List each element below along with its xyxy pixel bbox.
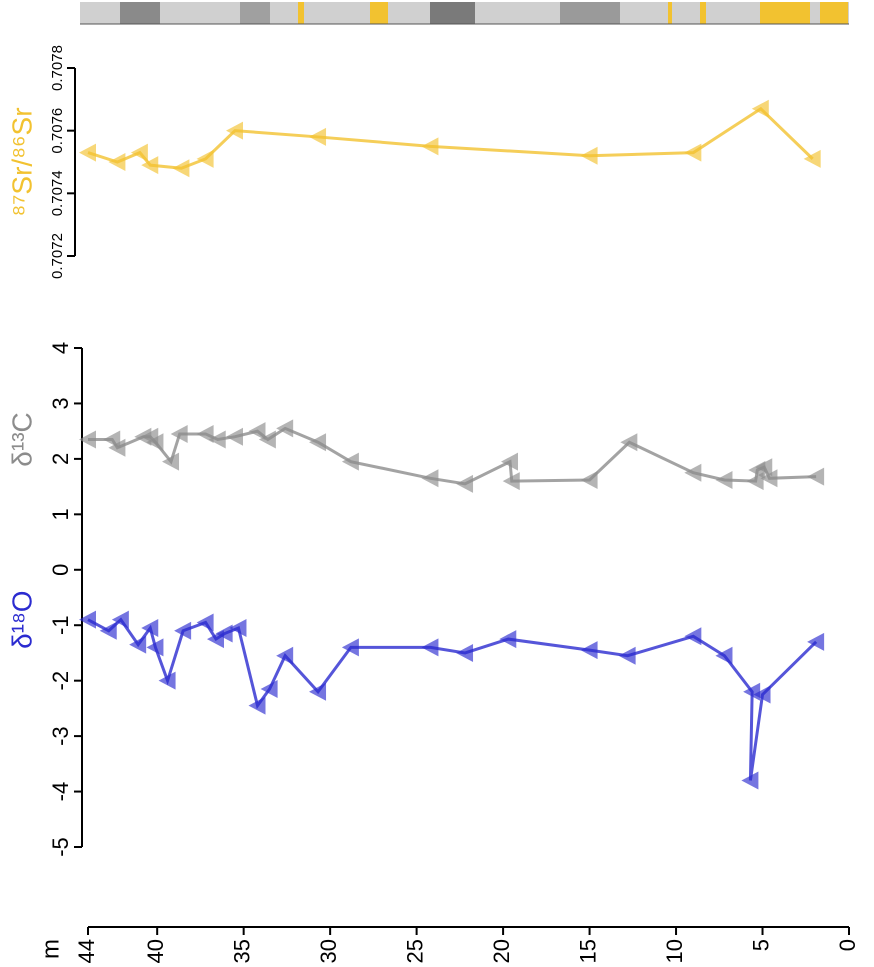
marker	[129, 636, 146, 654]
marker	[100, 622, 117, 640]
x-tick-label: 30	[316, 939, 341, 963]
marker	[456, 475, 473, 493]
marker	[456, 644, 473, 662]
marker	[141, 619, 158, 637]
y-tick-label: 2	[48, 453, 73, 465]
marker	[276, 419, 293, 437]
marker	[197, 613, 214, 631]
y-tick-label: 0.7072	[49, 233, 66, 279]
marker	[309, 433, 326, 451]
marker	[752, 100, 769, 118]
series-line	[88, 109, 813, 169]
x-tick-label: 15	[575, 939, 600, 963]
y-tick-label: 0	[48, 564, 73, 576]
y-tick-label: -2	[48, 671, 73, 691]
core-strip	[80, 2, 849, 24]
chart: 0.7072 0.7074 0.7076 0.7078 ⁸⁷Sr/⁸⁶Sr -5 -4 -3 -…	[0, 0, 874, 967]
marker	[309, 128, 326, 146]
marker	[581, 641, 598, 659]
marker	[684, 627, 701, 645]
series-line	[88, 620, 816, 781]
y-tick-label: 0.7076	[49, 108, 66, 154]
y-tick-label: -4	[48, 782, 73, 802]
marker	[684, 464, 701, 482]
y-tick-label: 3	[48, 397, 73, 409]
y-tick-label: -3	[48, 726, 73, 746]
marker	[261, 680, 278, 698]
marker	[619, 647, 636, 665]
marker	[715, 471, 732, 489]
marker	[276, 647, 293, 665]
marker	[159, 672, 176, 690]
marker	[108, 153, 125, 171]
marker	[342, 453, 359, 471]
marker	[131, 144, 148, 162]
marker	[684, 144, 701, 162]
y-tick-label: 0.7074	[49, 170, 66, 216]
y-tick-label: 1	[48, 508, 73, 520]
marker	[581, 471, 598, 489]
x-tick-label: 10	[662, 939, 687, 963]
marker	[581, 147, 598, 165]
marker	[715, 647, 732, 665]
y-axis-label: ⁸⁷Sr/⁸⁶Sr	[6, 107, 37, 216]
marker	[79, 144, 96, 162]
marker	[197, 150, 214, 168]
y-tick-label: -1	[48, 615, 73, 635]
x-tick-label: 0	[835, 939, 860, 951]
x-tick-label: 5	[748, 939, 773, 951]
x-tick-label: 20	[489, 939, 514, 963]
marker	[421, 638, 438, 656]
marker	[807, 468, 824, 486]
marker	[499, 630, 516, 648]
y-tick-label: -5	[48, 837, 73, 857]
y-tick-label: 4	[48, 342, 73, 354]
y-axis-label: δ¹⁸O	[6, 590, 37, 649]
x-tick-label: 44	[74, 939, 99, 963]
y-tick-label: 0.7078	[49, 45, 66, 91]
marker	[421, 469, 438, 487]
marker	[421, 137, 438, 155]
marker	[172, 159, 189, 177]
x-tick-label: 25	[402, 939, 427, 963]
marker	[226, 428, 243, 446]
x-axis-label: m	[37, 939, 64, 959]
x-tick-label: 40	[143, 939, 168, 963]
x-tick-label: 35	[229, 939, 254, 963]
y-axis-label: δ¹³C	[6, 412, 37, 466]
series-line	[88, 428, 816, 483]
